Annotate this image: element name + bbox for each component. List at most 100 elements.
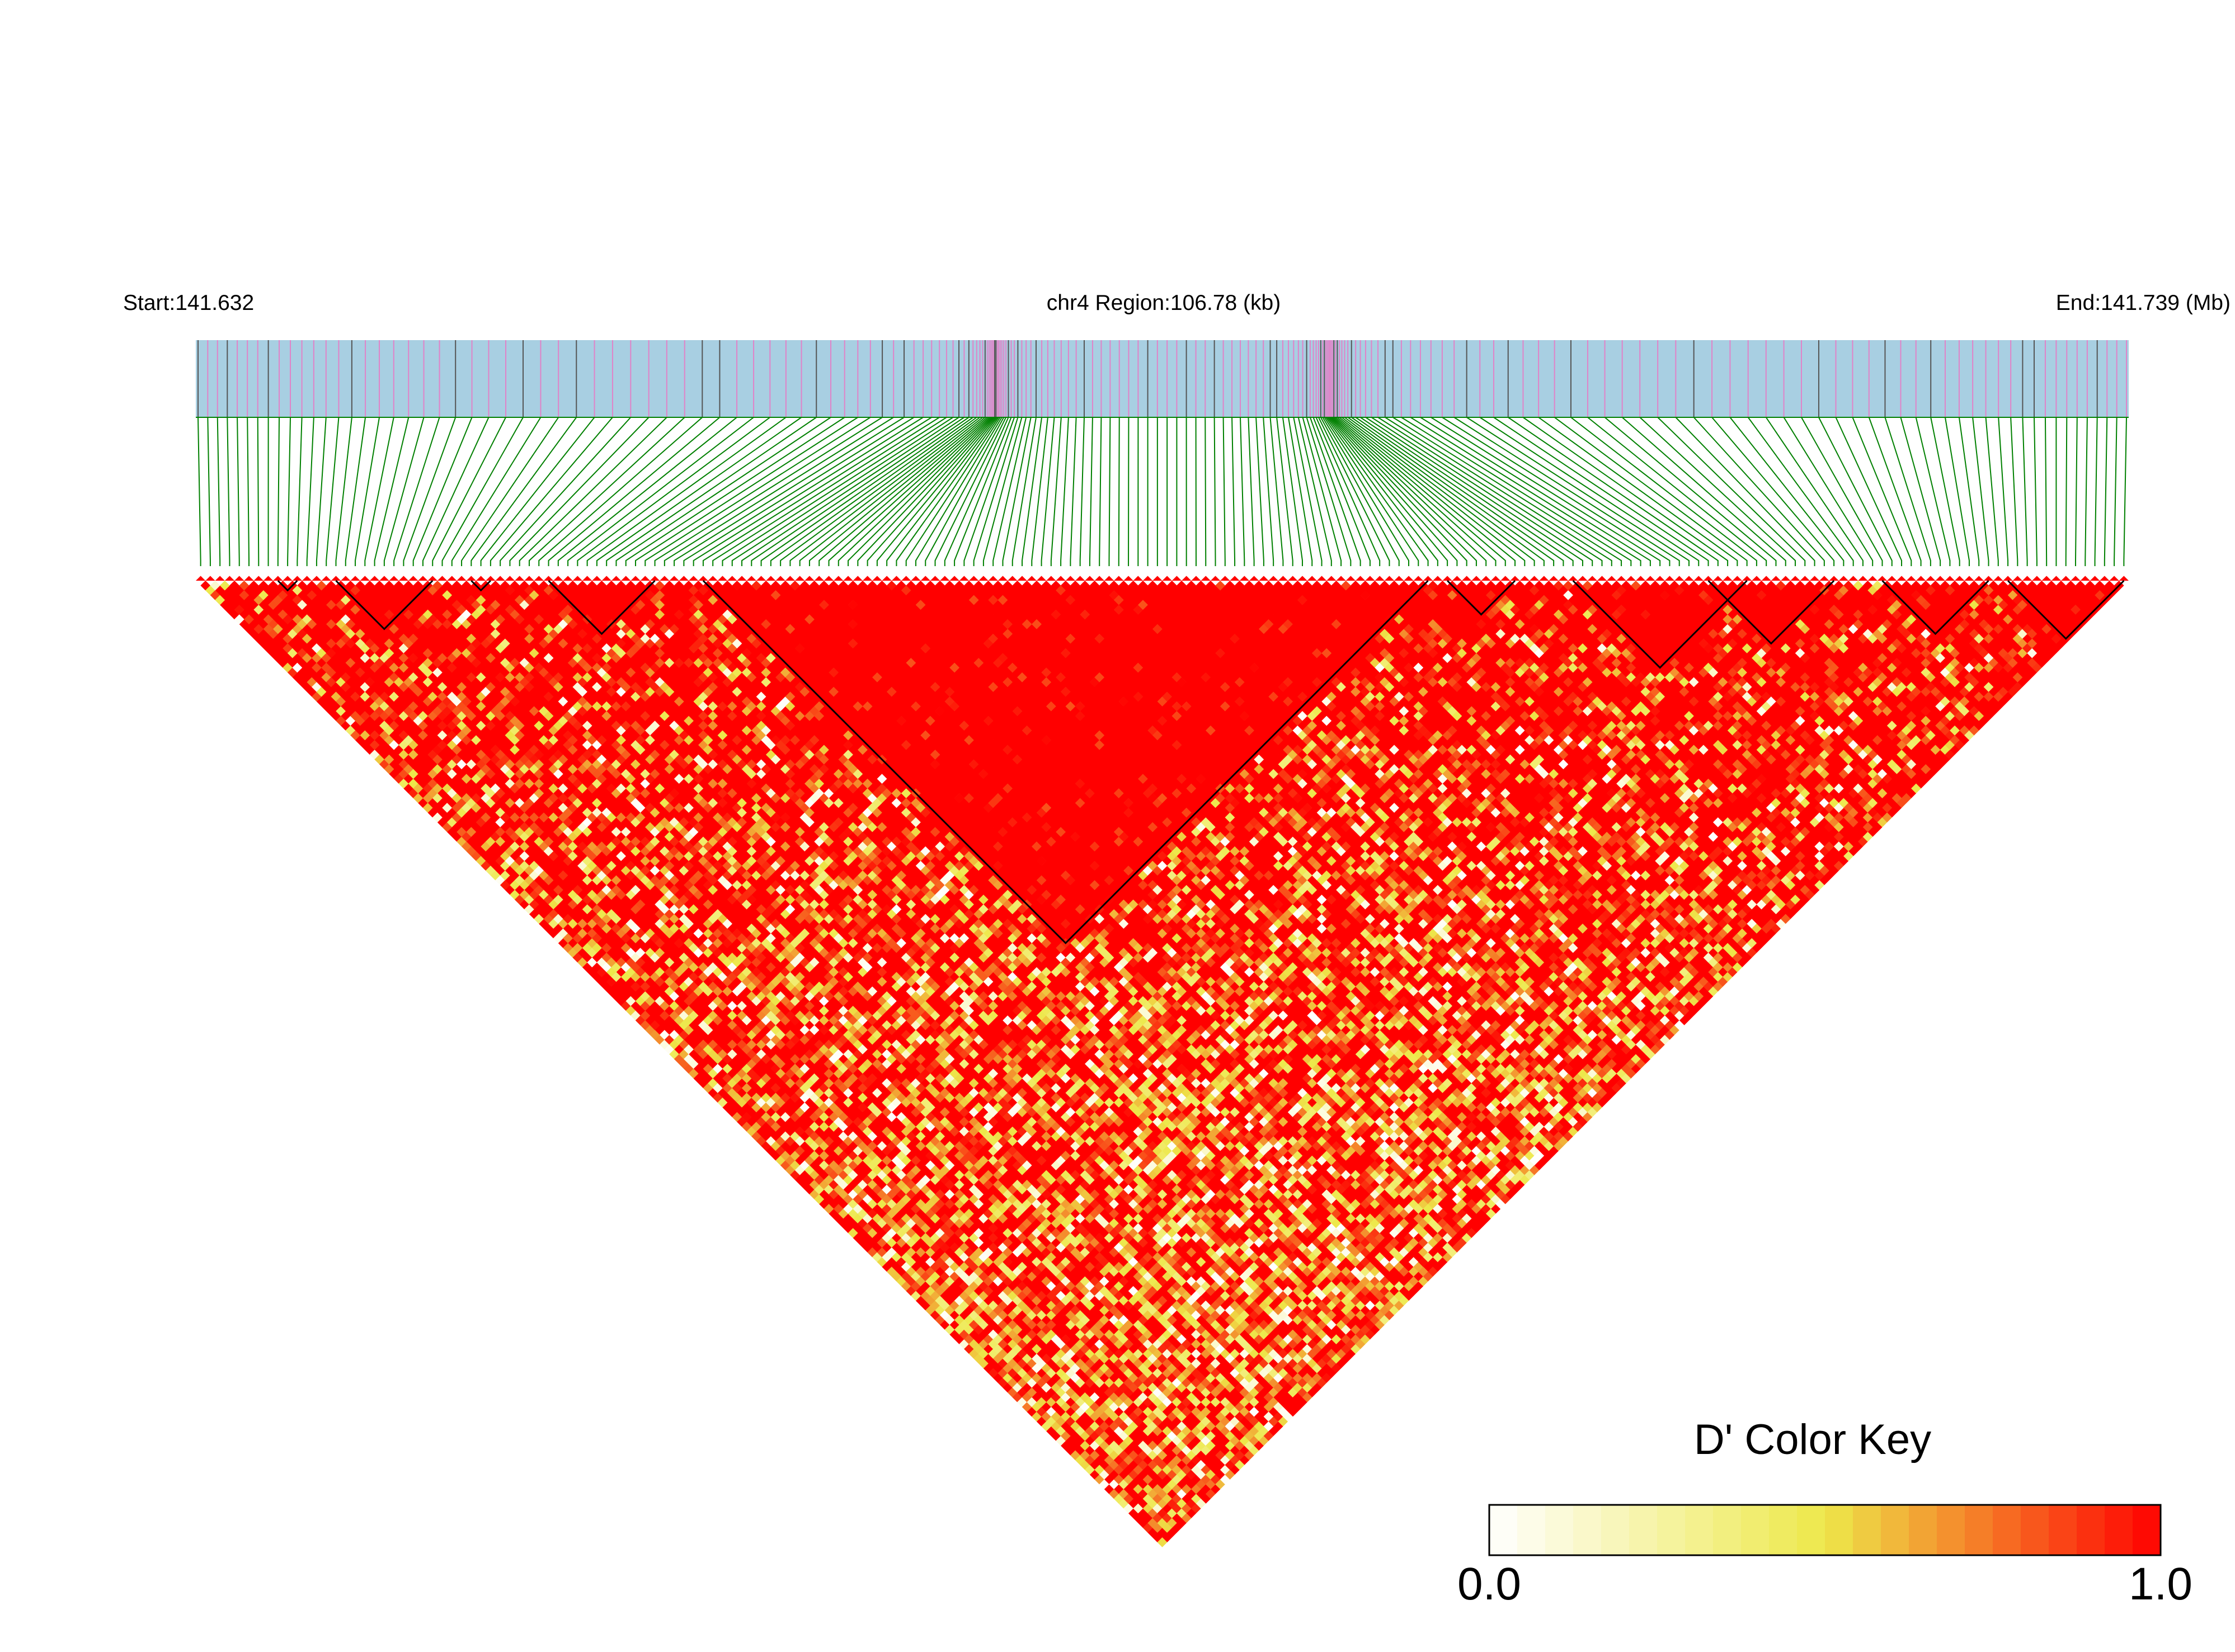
snp-connector [963, 417, 1015, 566]
snp-connector [1508, 417, 1719, 566]
ld-cell [824, 1203, 834, 1214]
snp-connector [848, 417, 993, 566]
ld-cell [799, 1102, 810, 1113]
ld-cell [384, 754, 394, 765]
snp-connector [1297, 417, 1332, 566]
snp-connector [760, 417, 970, 566]
snp-connector [1711, 417, 1835, 566]
snp-connector [1222, 417, 1226, 566]
ld-cell [432, 764, 443, 774]
snp-connector [1479, 417, 1700, 566]
ld-cell [326, 667, 336, 678]
snp-connector [722, 417, 947, 566]
ld-cell [770, 1122, 781, 1132]
ld-cell [1041, 1353, 1052, 1364]
ld-cell [1137, 1460, 1148, 1470]
ld-cell [277, 590, 288, 600]
snp-connector [1335, 417, 1497, 566]
snp-connector [1818, 417, 1893, 566]
snp-connector [1835, 417, 1903, 566]
snp-connector [1431, 417, 1661, 566]
ld-cell [644, 996, 655, 1006]
snp-connector [1442, 417, 1671, 566]
ld-cell [1084, 1465, 1095, 1475]
ld-cell [336, 716, 346, 726]
snp-connector [944, 417, 1009, 566]
ld-cell [432, 754, 443, 765]
ld-cell [867, 1228, 878, 1239]
ld-cell [567, 919, 578, 929]
ld-cell [340, 672, 351, 683]
snp-connector [1240, 417, 1245, 566]
snp-connector [1330, 417, 1467, 566]
ld-cell [510, 841, 520, 852]
snp-connector [412, 417, 473, 566]
ld-cell [253, 604, 264, 615]
ld-cell [1123, 1503, 1134, 1514]
snp-connector [1108, 417, 1111, 566]
ld-cell [848, 1170, 858, 1180]
snp-connector [1783, 417, 1874, 566]
snp-connector [1341, 417, 1526, 566]
ld-cell [398, 749, 409, 760]
ld-cell [336, 696, 346, 707]
ld-cell [794, 1136, 805, 1146]
snp-connector [1255, 417, 1264, 566]
snp-connector [606, 417, 817, 566]
snp-connector [1070, 417, 1077, 566]
snp-connector [741, 417, 959, 566]
ld-cell [997, 1339, 1008, 1349]
ld-cell [389, 710, 399, 721]
snp-connector [1306, 417, 1352, 566]
snp-connector [625, 417, 845, 566]
ld-cell [417, 721, 428, 731]
ld-cell [384, 764, 394, 774]
snp-connector [1355, 417, 1564, 566]
snp-connector [1868, 417, 1922, 566]
snp-connector [1392, 417, 1622, 566]
ld-cell [997, 1310, 1008, 1320]
snp-connector [1365, 417, 1583, 566]
ld-cell [582, 904, 592, 915]
snp-connector [538, 417, 703, 566]
snp-connector [1089, 417, 1093, 566]
ld-cell [461, 774, 472, 784]
ld-cell [500, 880, 510, 891]
snp-connector [1099, 417, 1102, 566]
snp-connector [1657, 417, 1806, 566]
ld-cell [442, 802, 453, 813]
snp-connector [1570, 417, 1757, 566]
snp-connector [1325, 417, 1429, 566]
ld-cell [215, 595, 225, 605]
ld-cell [886, 1237, 897, 1248]
ld-cell [611, 972, 622, 982]
ld-cell [650, 1020, 660, 1030]
snp-connector [982, 417, 1023, 566]
ld-cell [1157, 1537, 1168, 1547]
ld-cell [794, 1126, 805, 1137]
ld-cell [780, 1112, 791, 1122]
snp-connector [1765, 417, 1864, 566]
ld-cell [770, 1082, 781, 1093]
snp-connector [528, 417, 685, 566]
ld-cell [659, 1001, 670, 1011]
ld-cell [413, 783, 424, 794]
ld-cell [818, 1122, 829, 1132]
ld-cell [988, 1368, 999, 1378]
snp-connector [857, 417, 994, 566]
snp-connector [683, 417, 915, 566]
snp-connector [1900, 417, 1941, 566]
ld-cell [1123, 1494, 1134, 1504]
ld-cell [307, 619, 317, 629]
snp-connector [1377, 417, 1603, 566]
ld-cell [732, 1082, 742, 1093]
ld-cell [1027, 1387, 1037, 1398]
ld-cell [364, 677, 375, 688]
ld-cell [587, 957, 597, 968]
ld-cell [983, 1286, 994, 1296]
snp-connector [480, 417, 595, 566]
ld-cell [978, 1349, 989, 1359]
ld-cell [770, 1112, 781, 1122]
ld-cell [379, 691, 389, 702]
